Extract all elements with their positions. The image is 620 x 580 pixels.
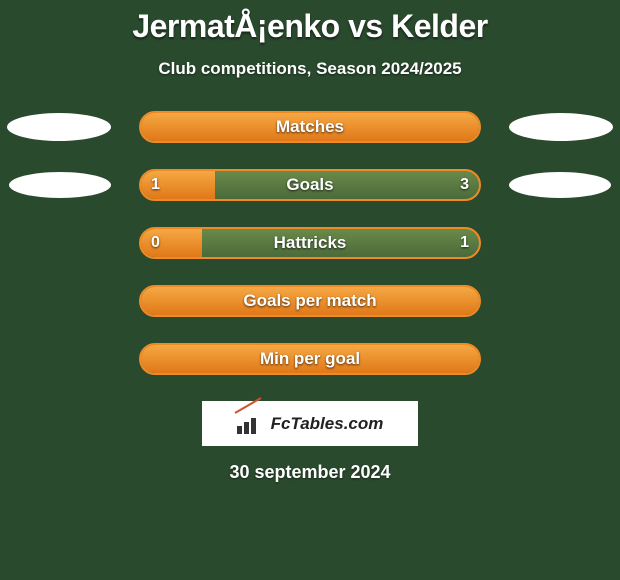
stat-bar: Matches [139,111,481,143]
stat-bar-label: Goals [141,171,479,199]
chart-icon [237,414,265,434]
stat-bar-label: Min per goal [141,345,479,373]
stat-bar: Min per goal [139,343,481,375]
stats-infographic: JermatÅ¡enko vs Kelder Club competitions… [0,0,620,483]
stat-row: Matches [0,111,620,143]
stat-bar: Goals per match [139,285,481,317]
stat-row: Goals1 3 [0,169,620,201]
right-value-ellipse [509,113,613,141]
stat-row: Hattricks0 1 [0,227,620,259]
page-title: JermatÅ¡enko vs Kelder [0,8,620,45]
date-label: 30 september 2024 [0,462,620,483]
stat-bar-label: Hattricks [141,229,479,257]
stats-rows: MatchesGoals13Hattricks01Goals per match… [0,111,620,375]
left-value-ellipse [9,172,111,198]
page-subtitle: Club competitions, Season 2024/2025 [0,59,620,79]
source-badge: FcTables.com [202,401,418,446]
stat-left-value: 1 [151,171,160,199]
stat-bar-label: Goals per match [141,287,479,315]
stat-bar-label: Matches [141,113,479,141]
stat-bar: Goals1 3 [139,169,481,201]
left-value-ellipse [7,113,111,141]
stat-left-value: 0 [151,229,160,257]
stat-row: Goals per match [0,285,620,317]
source-badge-text: FcTables.com [271,414,384,434]
stat-bar: Hattricks0 1 [139,227,481,259]
stat-right-value: 3 [460,171,469,199]
right-value-ellipse [509,172,611,198]
stat-row: Min per goal [0,343,620,375]
stat-right-value: 1 [460,229,469,257]
